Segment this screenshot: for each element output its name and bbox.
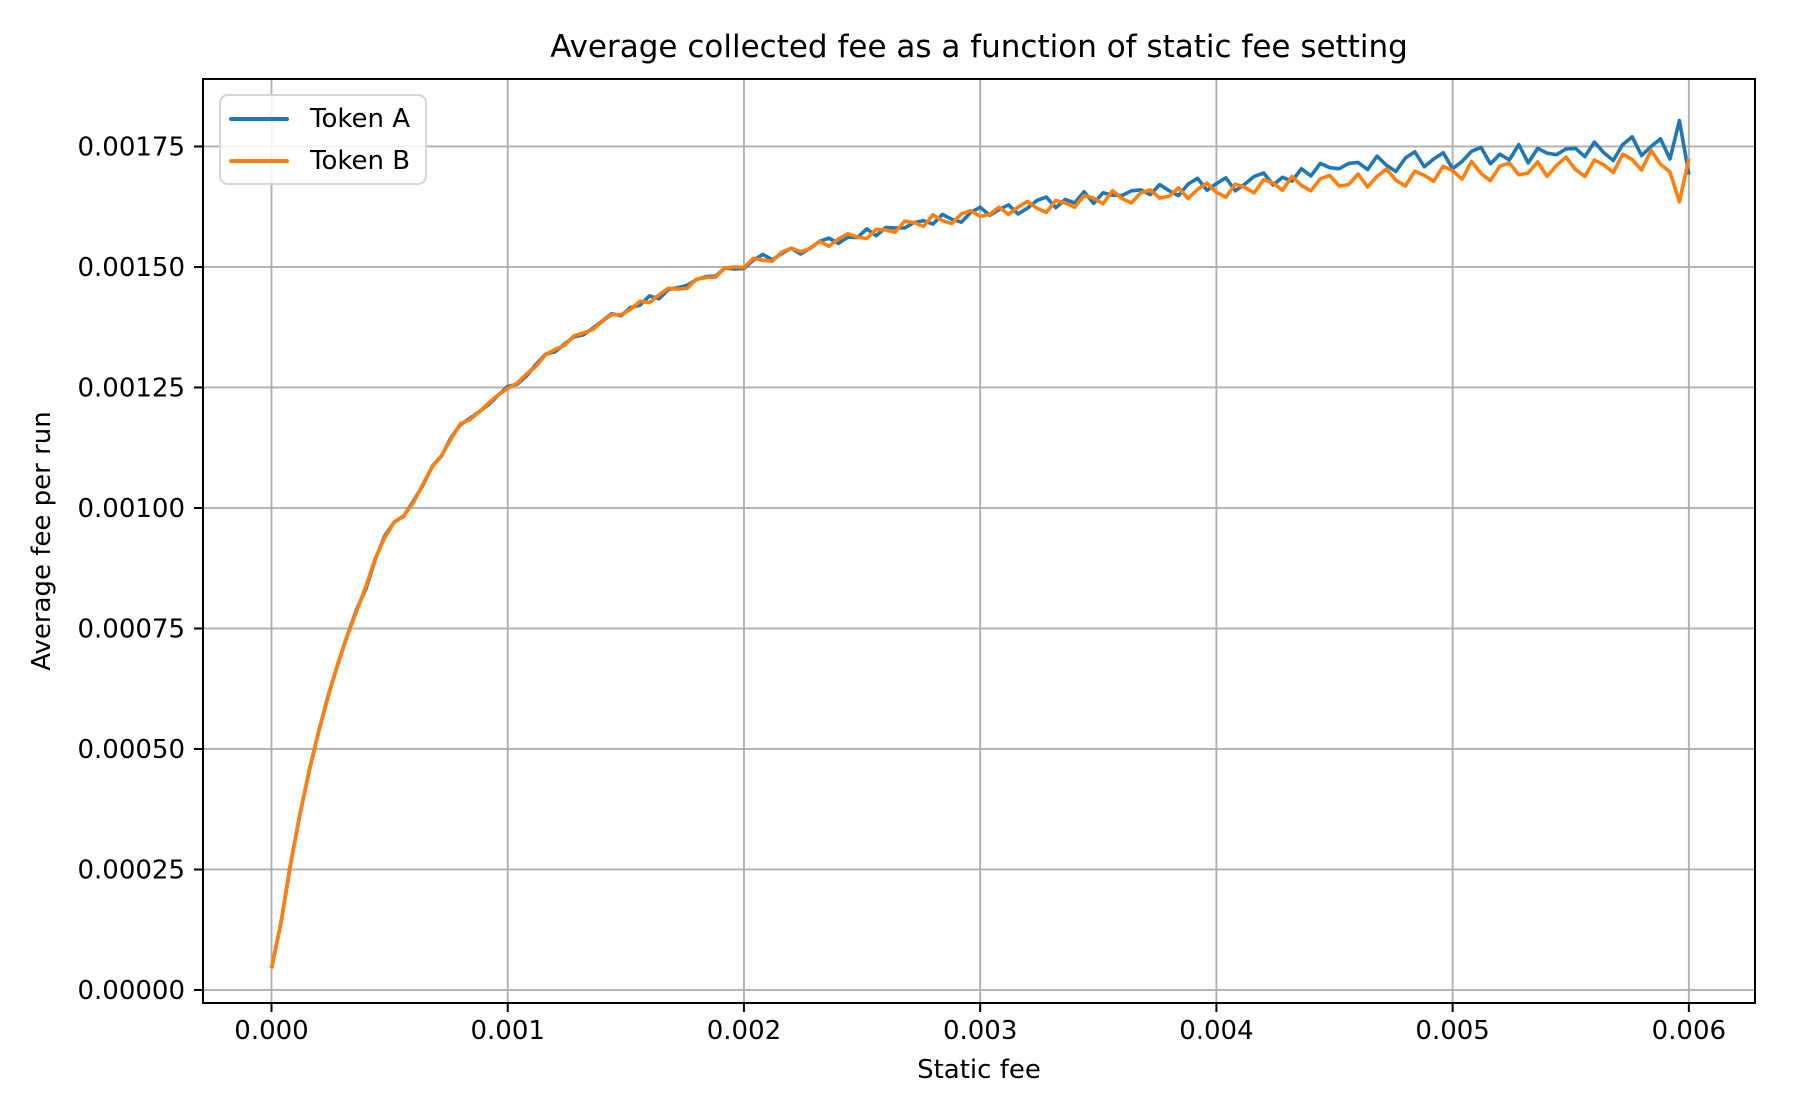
x-tick-label: 0.003: [943, 1016, 1017, 1046]
x-tick-label: 0.002: [707, 1016, 781, 1046]
x-axis-label: Static fee: [917, 1055, 1041, 1085]
legend-line-token-a-icon: [229, 116, 289, 121]
legend-line-token-b-icon: [229, 158, 289, 163]
y-axis-label: Average fee per run: [27, 411, 57, 671]
y-tick-label: 0.00025: [77, 855, 185, 885]
chart-title: Average collected fee as a function of s…: [550, 29, 1408, 65]
y-tick-label: 0.00175: [77, 132, 185, 162]
x-tick-label: 0.005: [1415, 1016, 1489, 1046]
ticks: [194, 145, 1690, 1012]
y-tick-label: 0.00125: [77, 373, 185, 403]
y-tick-label: 0.00150: [77, 253, 185, 283]
grid: [203, 79, 1755, 1003]
x-tick-label: 0.000: [234, 1016, 308, 1046]
x-tick-label: 0.004: [1179, 1016, 1253, 1046]
legend-label-token-a: Token A: [310, 103, 411, 134]
series-line-token-b: [269, 148, 1691, 969]
y-tick-label: 0.00050: [77, 735, 185, 765]
axes-spines: [202, 78, 1756, 1004]
x-tick-label: 0.006: [1652, 1016, 1726, 1046]
legend-item-token-b: Token B: [221, 140, 425, 182]
legend-label-token-b: Token B: [310, 145, 411, 176]
legend: Token A Token B: [219, 94, 427, 185]
y-tick-label: 0.00100: [77, 494, 185, 524]
y-tick-label: 0.00075: [77, 614, 185, 644]
legend-item-token-a: Token A: [221, 98, 425, 140]
y-tick-label: 0.00000: [77, 976, 185, 1006]
x-tick-label: 0.001: [471, 1016, 545, 1046]
